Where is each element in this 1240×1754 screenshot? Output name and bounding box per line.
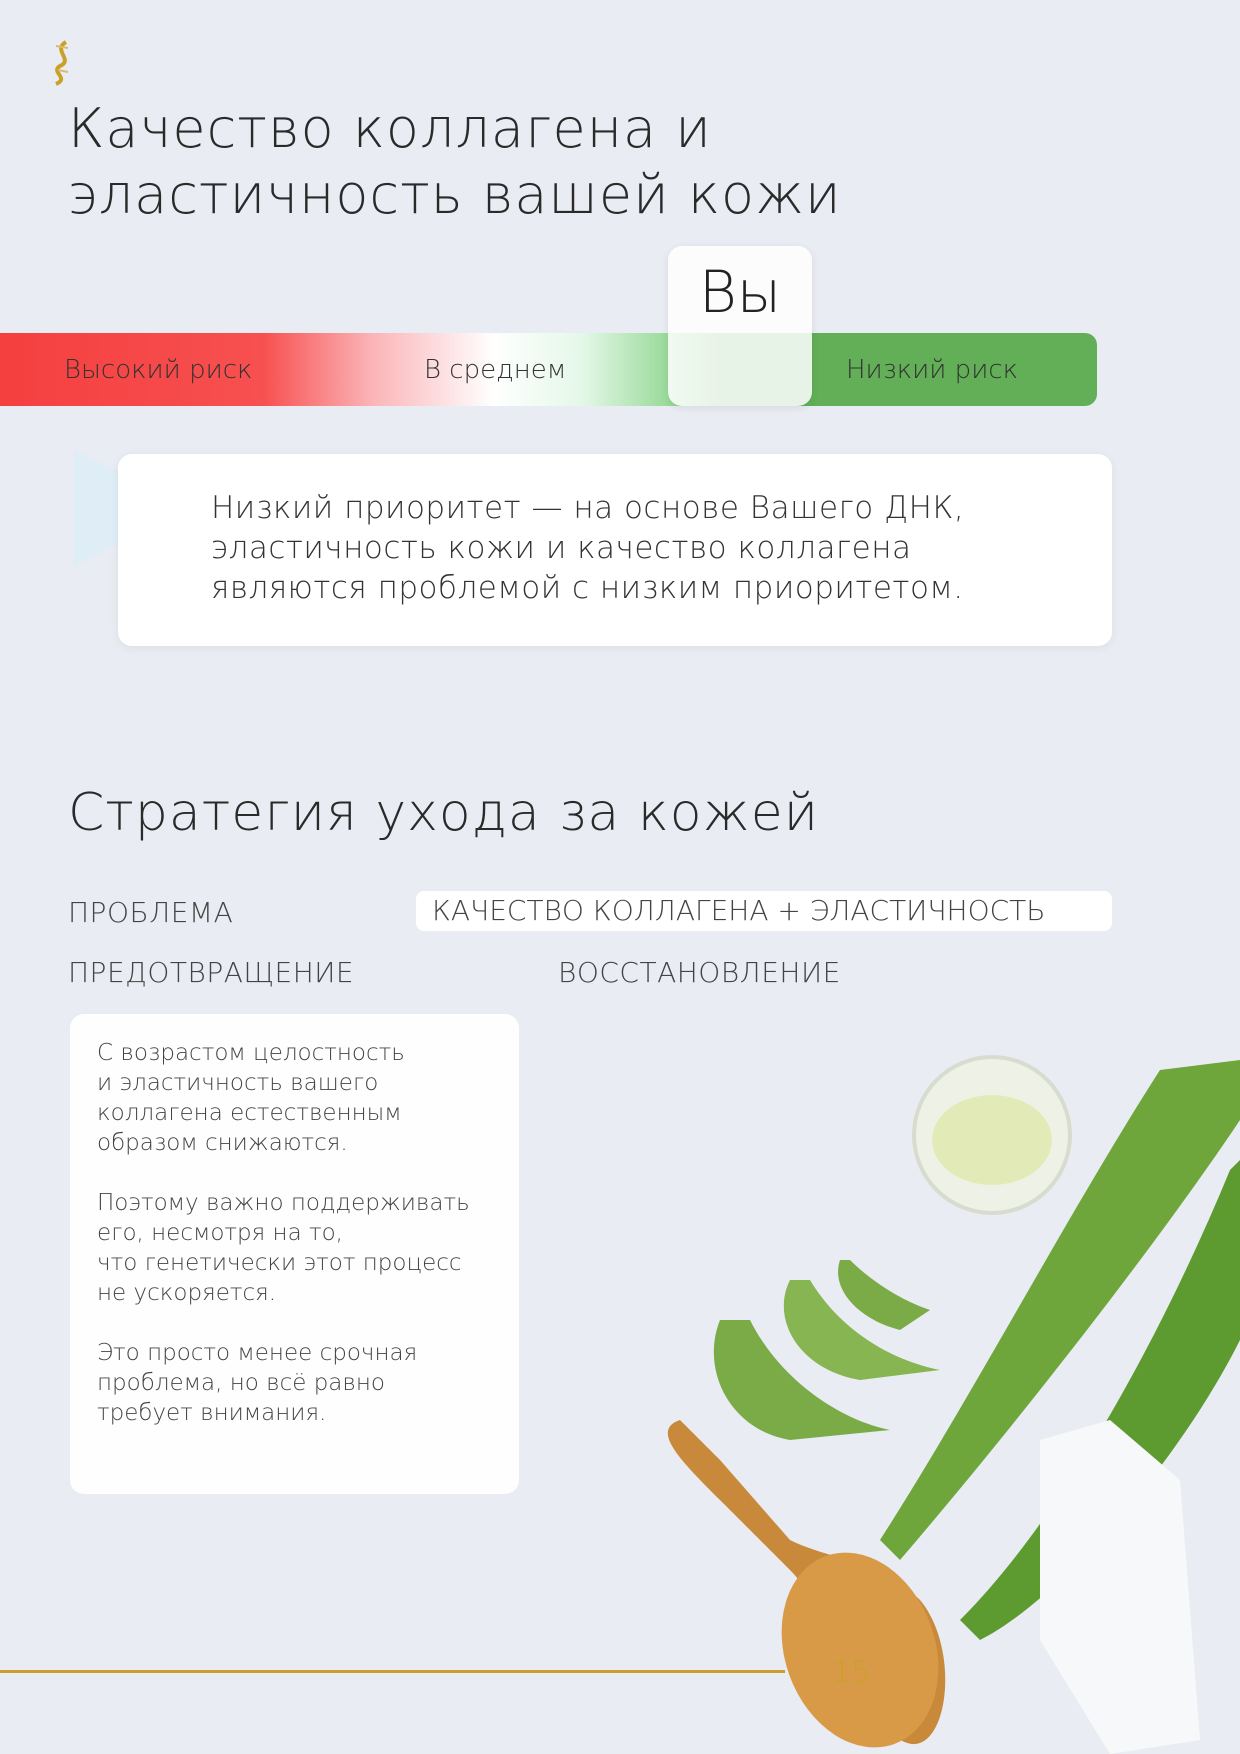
priority-note-text: Низкий приоритет — на основе Вашего ДНК,… <box>211 490 965 606</box>
footer-divider <box>0 1670 785 1673</box>
restoration-label: ВОССТАНОВЛЕНИЕ <box>558 956 841 989</box>
problem-value-pill: КАЧЕСТВО КОЛЛАГЕНА + ЭЛАСТИЧНОСТЬ <box>416 891 1112 931</box>
you-marker: Вы <box>668 246 812 406</box>
priority-note: Низкий приоритет — на основе Вашего ДНК,… <box>118 454 1112 646</box>
strategy-title: Стратегия ухода за кожей <box>68 783 819 843</box>
problem-value: КАЧЕСТВО КОЛЛАГЕНА + ЭЛАСТИЧНОСТЬ <box>432 894 1046 927</box>
page-title: Качество коллагена и эластичность вашей … <box>68 97 842 226</box>
scale-average-label: В среднем <box>424 355 567 385</box>
paragraph: С возрастом целостность и эластичность в… <box>97 1040 405 1156</box>
risk-scale-bar: Высокий риск В среднем Низкий риск <box>0 333 1097 406</box>
prevention-card: С возрастом целостность и эластичность в… <box>70 1014 519 1494</box>
page-number: 15 <box>832 1655 871 1690</box>
scale-high-label: Высокий риск <box>64 355 253 385</box>
prevention-label: ПРЕДОТВРАЩЕНИЕ <box>68 956 355 989</box>
aloe-photo-image <box>667 1055 1240 1754</box>
scale-low-label: Низкий риск <box>846 355 1019 385</box>
you-label: Вы <box>698 258 782 326</box>
paragraph: Поэтому важно поддерживать его, несмотря… <box>97 1190 470 1306</box>
dna-logo-icon <box>55 40 69 86</box>
paragraph: Это просто менее срочная проблема, но вс… <box>97 1340 418 1426</box>
problem-label: ПРОБЛЕМА <box>68 896 234 929</box>
